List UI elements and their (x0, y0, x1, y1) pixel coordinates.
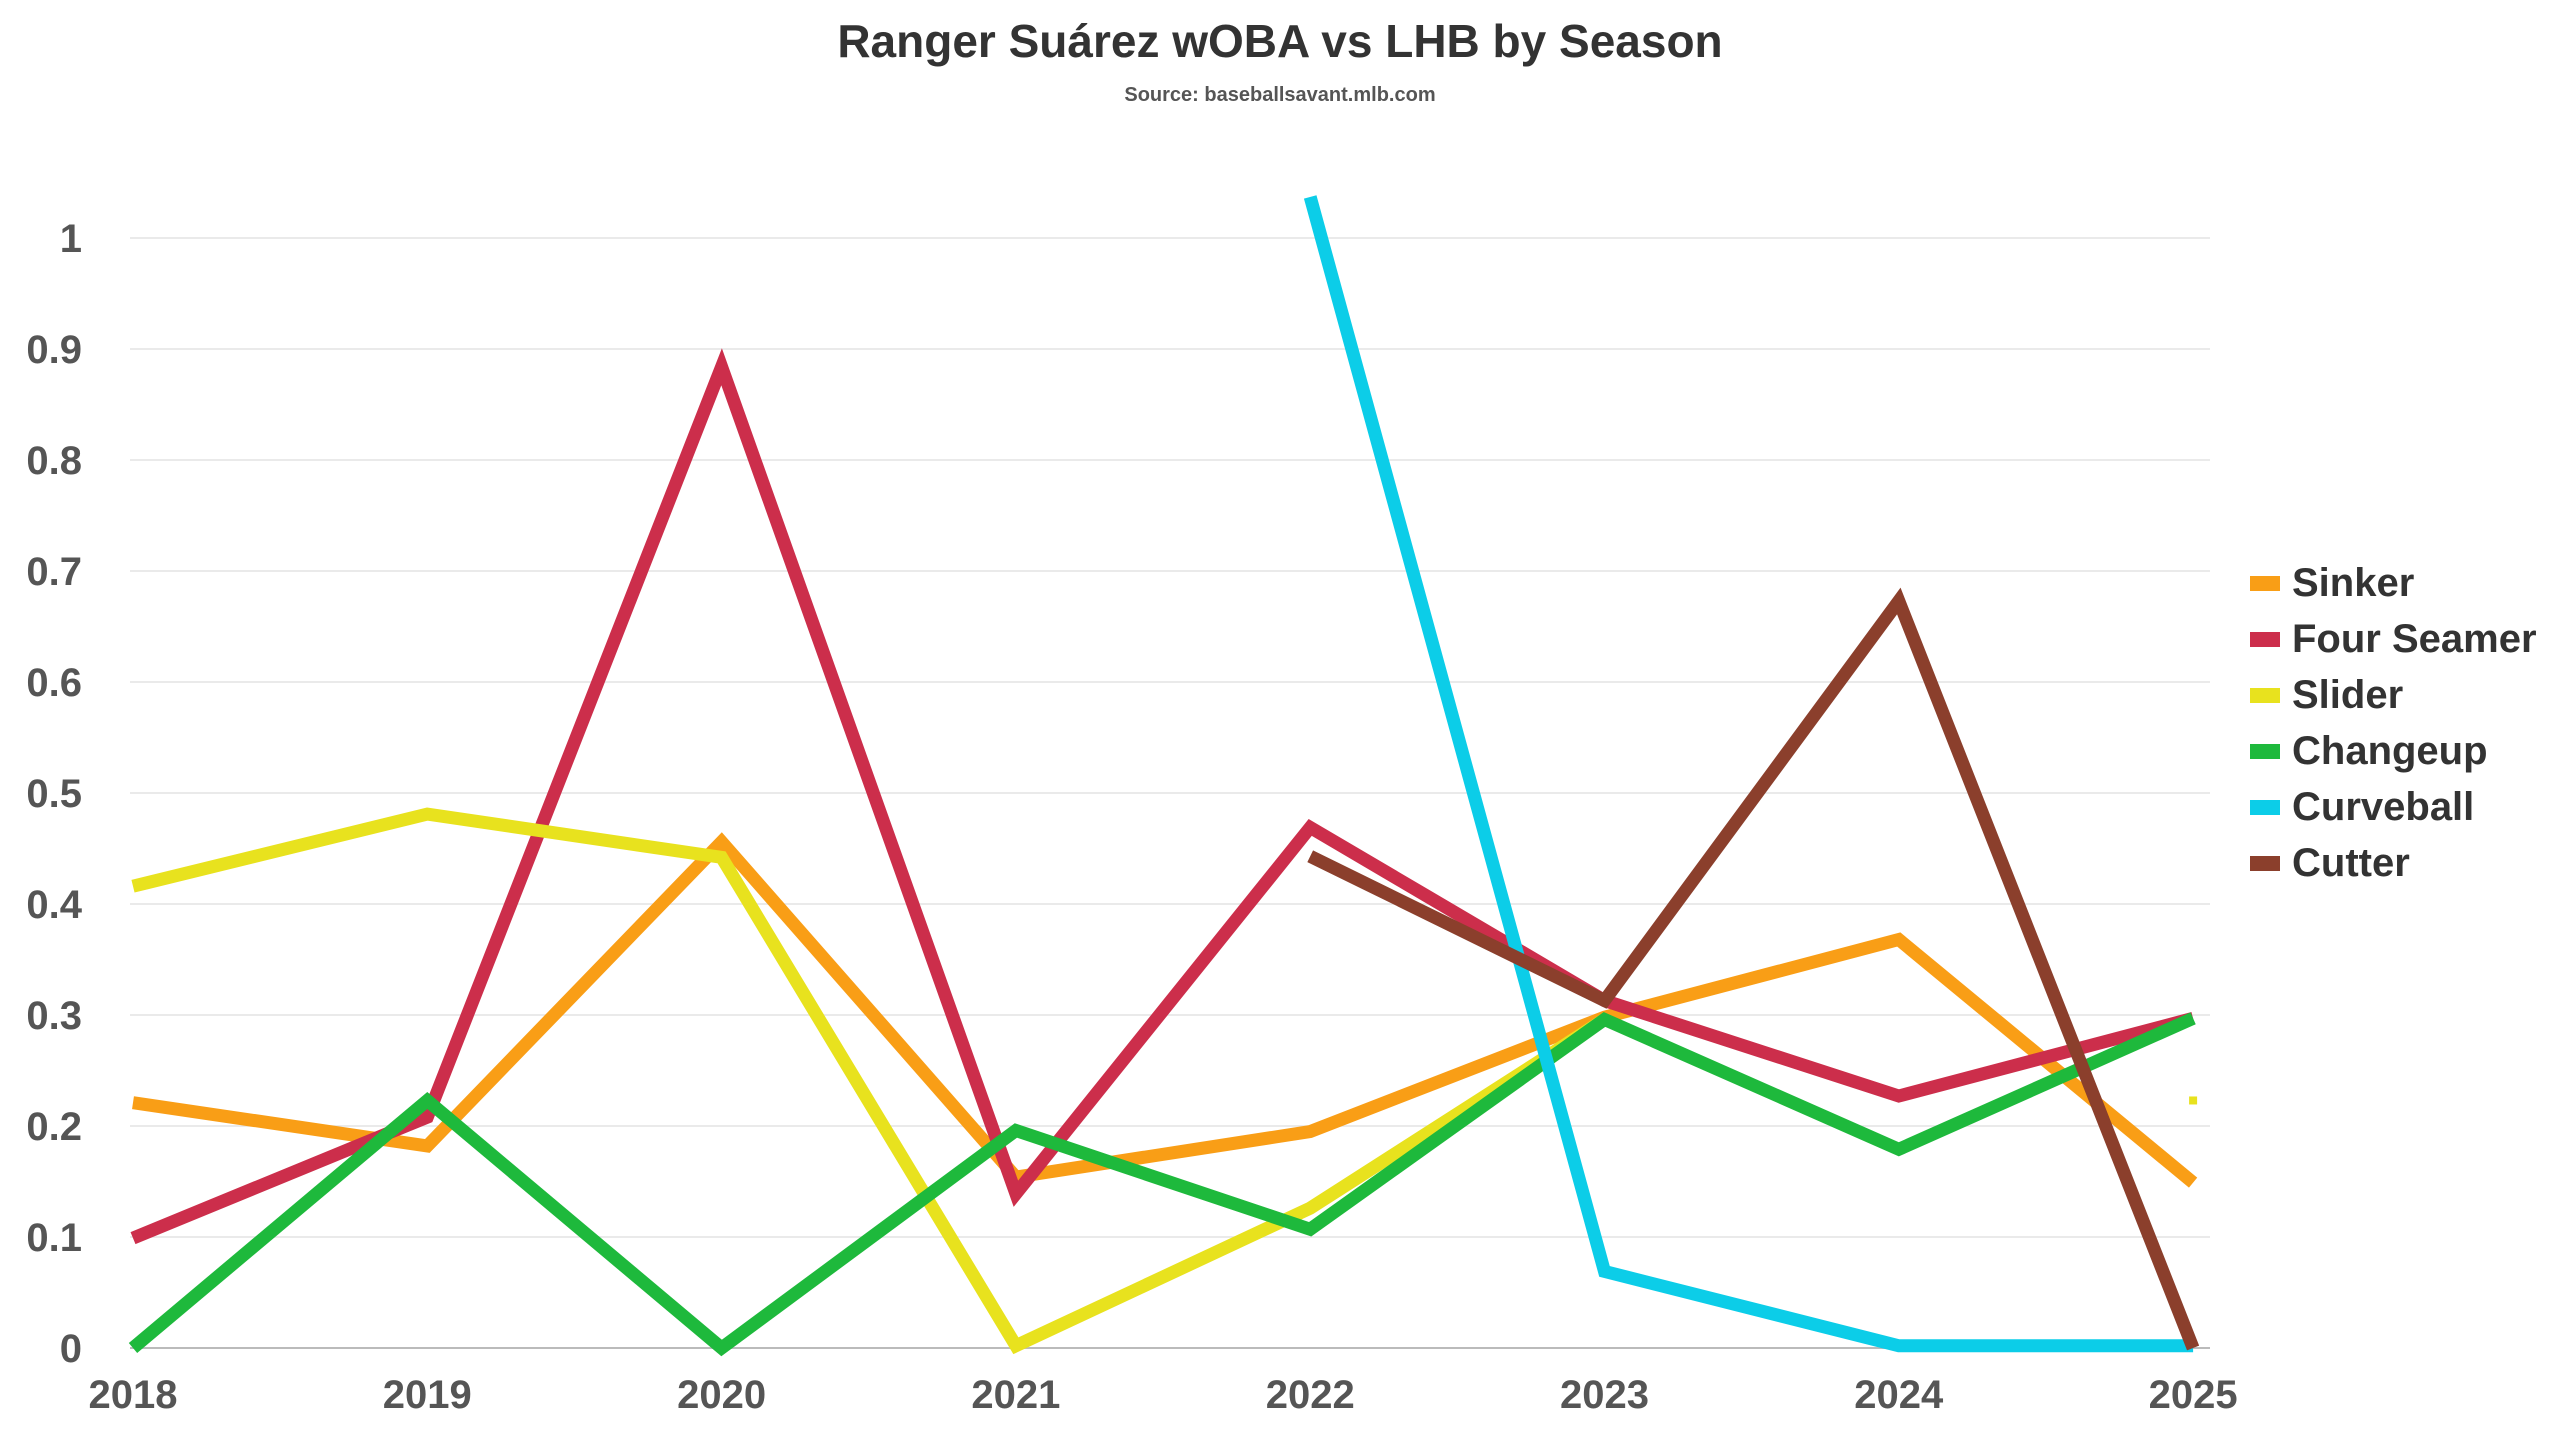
y-tick-label: 0.4 (26, 883, 82, 927)
series-slider (131, 807, 2198, 1355)
legend: Sinker Four Seamer Slider Changeup Curveball… (2250, 555, 2537, 891)
legend-item: Four Seamer (2250, 611, 2537, 667)
chart-title: Ranger Suárez wOBA vs LHB by Season (837, 15, 1723, 67)
series-line (130, 348, 2195, 1245)
legend-label: Changeup (2292, 728, 2488, 773)
series-line (132, 832, 2198, 1188)
legend-item: Cutter (2250, 835, 2537, 891)
grid-lines (130, 237, 2210, 1349)
series-sinker (132, 832, 2198, 1188)
y-tick-label: 1 (60, 217, 82, 261)
series-changeup (128, 1011, 2196, 1357)
x-axis-ticks: 2018 2019 2020 2021 2022 2023 2024 2025 (89, 1373, 2238, 1417)
legend-swatch (2250, 855, 2280, 871)
y-tick-label: 0.6 (26, 661, 82, 705)
y-tick-label: 0.8 (26, 439, 82, 483)
series-cutter (1307, 587, 2200, 1351)
x-tick-label: 2025 (2149, 1373, 2238, 1417)
legend-swatch (2250, 631, 2280, 647)
legend-item: Slider (2250, 667, 2537, 723)
x-tick-label: 2021 (971, 1373, 1060, 1417)
legend-swatch (2250, 575, 2280, 591)
legend-swatch (2250, 799, 2280, 815)
series-line (1303, 195, 2194, 1353)
y-tick-label: 0.7 (26, 550, 82, 594)
x-tick-label: 2018 (89, 1373, 178, 1417)
y-tick-label: 0.5 (26, 772, 82, 816)
y-tick-label: 0.9 (26, 328, 82, 372)
legend-item: Curveball (2250, 779, 2537, 835)
legend-label: Curveball (2292, 784, 2475, 829)
legend-label: Slider (2292, 672, 2404, 717)
series-line (131, 807, 1609, 1355)
x-tick-label: 2022 (1266, 1373, 1355, 1417)
y-axis-ticks: 0 0.1 0.2 0.3 0.4 0.5 0.6 0.7 0.8 0.9 1 (26, 217, 82, 1371)
y-tick-label: 0.3 (26, 994, 82, 1038)
legend-swatch (2250, 743, 2280, 759)
legend-label: Sinker (2292, 560, 2415, 605)
x-tick-label: 2024 (1854, 1373, 1944, 1417)
series-line (128, 1011, 2196, 1357)
legend-label: Cutter (2292, 840, 2410, 885)
legend-item: Changeup (2250, 723, 2537, 779)
x-tick-label: 2023 (1560, 1373, 1649, 1417)
y-tick-label: 0.1 (26, 1216, 82, 1260)
y-tick-label: 0.2 (26, 1105, 82, 1149)
y-tick-label: 0 (60, 1327, 82, 1371)
series-line (1307, 587, 2200, 1351)
x-tick-label: 2020 (677, 1373, 766, 1417)
legend-label: Four Seamer (2292, 616, 2537, 661)
series-curveball (1303, 195, 2194, 1353)
x-tick-label: 2019 (383, 1373, 472, 1417)
chart-subtitle: Source: baseballsavant.mlb.com (1124, 84, 1436, 106)
legend-swatch (2250, 687, 2280, 703)
legend-item: Sinker (2250, 555, 2537, 611)
series-point (2189, 1096, 2198, 1105)
series-four-seamer (130, 348, 2195, 1245)
series-lines (128, 195, 2200, 1357)
